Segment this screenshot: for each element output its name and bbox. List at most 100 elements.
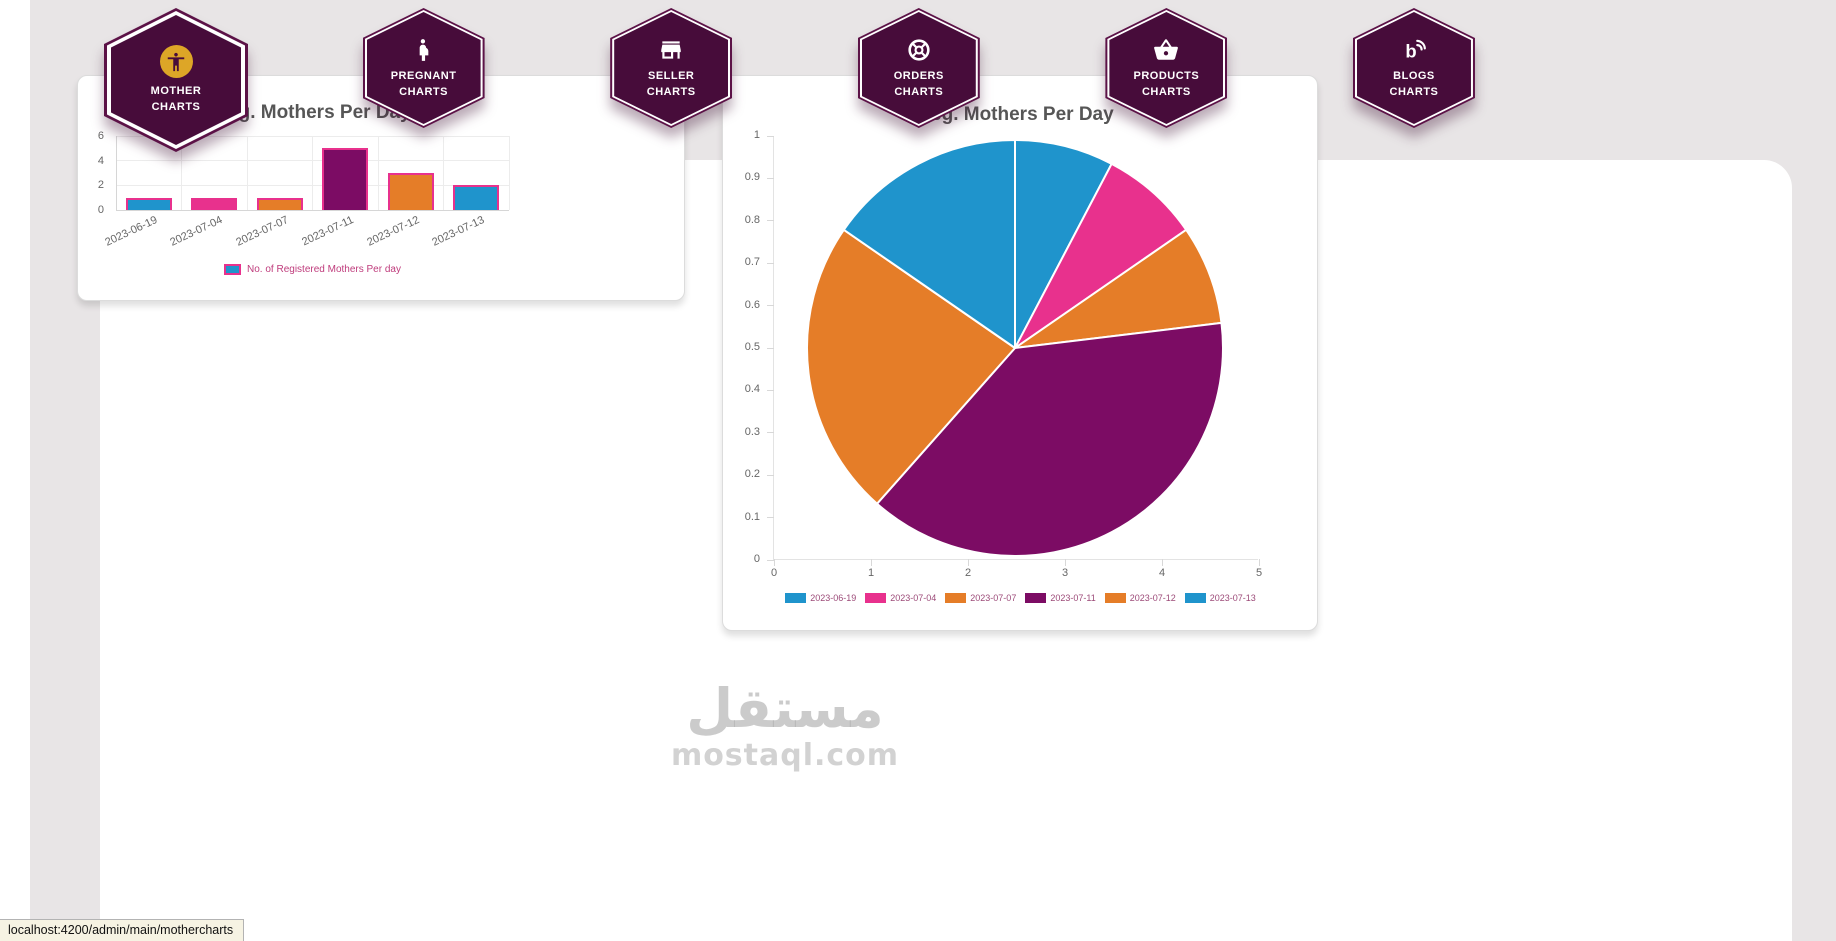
bar-gridline-v bbox=[443, 136, 444, 210]
nav-label-line1: ORDERS bbox=[893, 70, 944, 82]
hexagon-gap: PRODUCTS CHARTS bbox=[1107, 10, 1226, 126]
legend-swatch bbox=[945, 593, 967, 603]
pie-legend-item[interactable]: 2023-07-13 bbox=[1184, 593, 1256, 603]
pie-x-tick-label: 2 bbox=[964, 567, 972, 579]
legend-swatch bbox=[1104, 593, 1126, 603]
legend-label: No. of Registered Mothers Per day bbox=[247, 264, 401, 275]
hexagon-outline: PREGNANT CHARTS bbox=[362, 8, 485, 128]
nav-slot: MOTHER CHARTS bbox=[100, 8, 252, 152]
pie-y-tick-label: 0.7 bbox=[744, 256, 760, 269]
legend-label: 2023-06-19 bbox=[810, 593, 857, 603]
legend-label: 2023-07-04 bbox=[890, 593, 937, 603]
pie-x-tick-label: 4 bbox=[1158, 567, 1166, 579]
bar-x-tick-label: 2023-07-04 bbox=[168, 214, 225, 249]
pie-y-tick-mark bbox=[767, 432, 774, 434]
pie-slice-2023-07-04 bbox=[1014, 162, 1188, 349]
storefront-icon bbox=[658, 36, 685, 63]
pie-legend-item[interactable]: 2023-07-07 bbox=[945, 593, 1016, 603]
pie-y-tick-label: 0.4 bbox=[744, 383, 760, 396]
pie-x-tick-mark bbox=[967, 559, 969, 566]
bar-gridline-v bbox=[115, 136, 117, 210]
pie-y-tick-label: 0.3 bbox=[744, 425, 760, 438]
bar-2023-07-11 bbox=[322, 148, 369, 210]
pie-legend-item[interactable]: 2023-07-12 bbox=[1104, 593, 1176, 603]
nav-label-line1: SELLER bbox=[647, 70, 695, 82]
pie-y-tick-label: 1 bbox=[753, 129, 760, 141]
pie-legend-item[interactable]: 2023-06-19 bbox=[785, 593, 856, 603]
pie-slice-2023-07-13 bbox=[842, 139, 1016, 349]
bar-y-tick-label: 0 bbox=[97, 204, 104, 216]
nav-seller-charts[interactable]: SELLER CHARTS bbox=[610, 8, 733, 128]
pie-chart-card: Reg. Mothers Per Day 0 0.1 0.2 0.3 0.4 0.5 0.6… bbox=[722, 75, 1318, 631]
hexagon-gap: MOTHER CHARTS bbox=[107, 11, 245, 149]
nav-slot: b BLOGS CHARTS bbox=[1338, 8, 1490, 152]
pie-slice-2023-07-07 bbox=[1014, 228, 1223, 349]
hexagon-outline: ORDERS CHARTS bbox=[857, 8, 980, 128]
pie-x-tick-mark bbox=[1258, 559, 1260, 566]
pregnant-woman-icon bbox=[410, 36, 437, 63]
pie-y-tick-label: 0.6 bbox=[744, 298, 760, 311]
hexagon-gap: PREGNANT CHARTS bbox=[364, 10, 483, 126]
nav-label-line2: CHARTS bbox=[894, 86, 944, 98]
nav-label: MOTHER CHARTS bbox=[151, 83, 202, 115]
bar-gridline-v bbox=[246, 136, 248, 210]
legend-swatch bbox=[224, 264, 242, 275]
bar-y-tick-label: 4 bbox=[97, 154, 104, 167]
nav-label-line1: BLOGS bbox=[1393, 70, 1435, 82]
pie-chart bbox=[806, 139, 1224, 557]
bar-gridline-v bbox=[377, 136, 379, 210]
pie-y-tick-mark bbox=[767, 517, 774, 519]
nav-products-charts[interactable]: PRODUCTS CHARTS bbox=[1105, 8, 1228, 128]
pie-y-tick-label: 0.2 bbox=[744, 468, 760, 481]
bar-gridline-v bbox=[312, 136, 313, 210]
hexagon-outline: PRODUCTS CHARTS bbox=[1105, 8, 1228, 128]
nav-label-line2: CHARTS bbox=[151, 101, 201, 113]
pie-slice-2023-06-19 bbox=[1014, 139, 1113, 349]
nav-mother-charts[interactable]: MOTHER CHARTS bbox=[104, 8, 248, 152]
pie-y-tick-mark bbox=[767, 135, 774, 137]
bar-y-axis: 0 2 4 6 bbox=[78, 130, 110, 216]
bar-2023-07-04 bbox=[191, 197, 238, 210]
bar-x-axis: 2023-06-19 2023-07-04 2023-07-07 2023-07-11… bbox=[103, 212, 509, 256]
nav-orders-charts[interactable]: ORDERS CHARTS bbox=[857, 8, 980, 128]
pie-y-tick-mark bbox=[767, 559, 774, 561]
bar-chart-legend[interactable]: No. of Registered Mothers Per day bbox=[116, 264, 509, 275]
hexagon-gap: SELLER CHARTS bbox=[612, 10, 731, 126]
collapsed-sidebar bbox=[0, 0, 30, 941]
nav-label: PRODUCTS CHARTS bbox=[1134, 68, 1200, 100]
nav-label: ORDERS CHARTS bbox=[894, 68, 944, 100]
pie-x-tick-mark bbox=[773, 559, 775, 566]
hexagon-gap: ORDERS CHARTS bbox=[859, 10, 978, 126]
hexagon-outline: MOTHER CHARTS bbox=[104, 8, 248, 152]
legend-swatch bbox=[1184, 593, 1206, 603]
hexagon-body: SELLER CHARTS bbox=[614, 12, 729, 124]
pie-legend-item[interactable]: 2023-07-11 bbox=[1025, 593, 1096, 603]
pie-y-tick-label: 0.5 bbox=[744, 341, 760, 353]
pie-y-tick-label: 0 bbox=[753, 553, 760, 565]
pie-legend-item[interactable]: 2023-07-04 bbox=[865, 593, 936, 603]
nav-label-line1: PRODUCTS bbox=[1133, 70, 1200, 82]
legend-label: 2023-07-11 bbox=[1050, 593, 1096, 603]
pie-x-tick-mark bbox=[870, 559, 872, 566]
shopping-basket-icon bbox=[1153, 36, 1180, 63]
nav-pregnant-charts[interactable]: PREGNANT CHARTS bbox=[362, 8, 485, 128]
pie-y-tick-mark bbox=[767, 305, 774, 307]
bar-x-tick-label: 2023-06-19 bbox=[102, 214, 160, 249]
pie-chart-plot: 0 0.1 0.2 0.3 0.4 0.5 0.6 0.7 0.8 0.9 1 0 1 2 3 4 5 bbox=[745, 129, 1262, 579]
nav-label-line2: CHARTS bbox=[399, 86, 448, 98]
nav-blogs-charts[interactable]: b BLOGS CHARTS bbox=[1352, 8, 1475, 128]
bar-y-tick-label: 6 bbox=[97, 130, 104, 142]
pie-y-tick-mark bbox=[767, 262, 774, 264]
legend-swatch bbox=[785, 593, 807, 603]
pie-y-tick-mark bbox=[767, 220, 774, 222]
legend-swatch bbox=[1025, 593, 1047, 603]
pie-slice-2023-07-11 bbox=[876, 321, 1224, 557]
hexagon-body: PREGNANT CHARTS bbox=[366, 12, 481, 124]
pie-y-tick-label: 0.1 bbox=[744, 510, 760, 523]
nav-label-line1: PREGNANT bbox=[390, 70, 457, 82]
bar-chart-title: Reg. Mothers Per Day bbox=[214, 102, 411, 123]
pie-y-tick-mark bbox=[767, 177, 774, 179]
nav-label: BLOGS CHARTS bbox=[1390, 68, 1439, 100]
hexagon-body: b BLOGS CHARTS bbox=[1356, 12, 1471, 124]
pie-y-tick-label: 0.9 bbox=[744, 171, 760, 184]
